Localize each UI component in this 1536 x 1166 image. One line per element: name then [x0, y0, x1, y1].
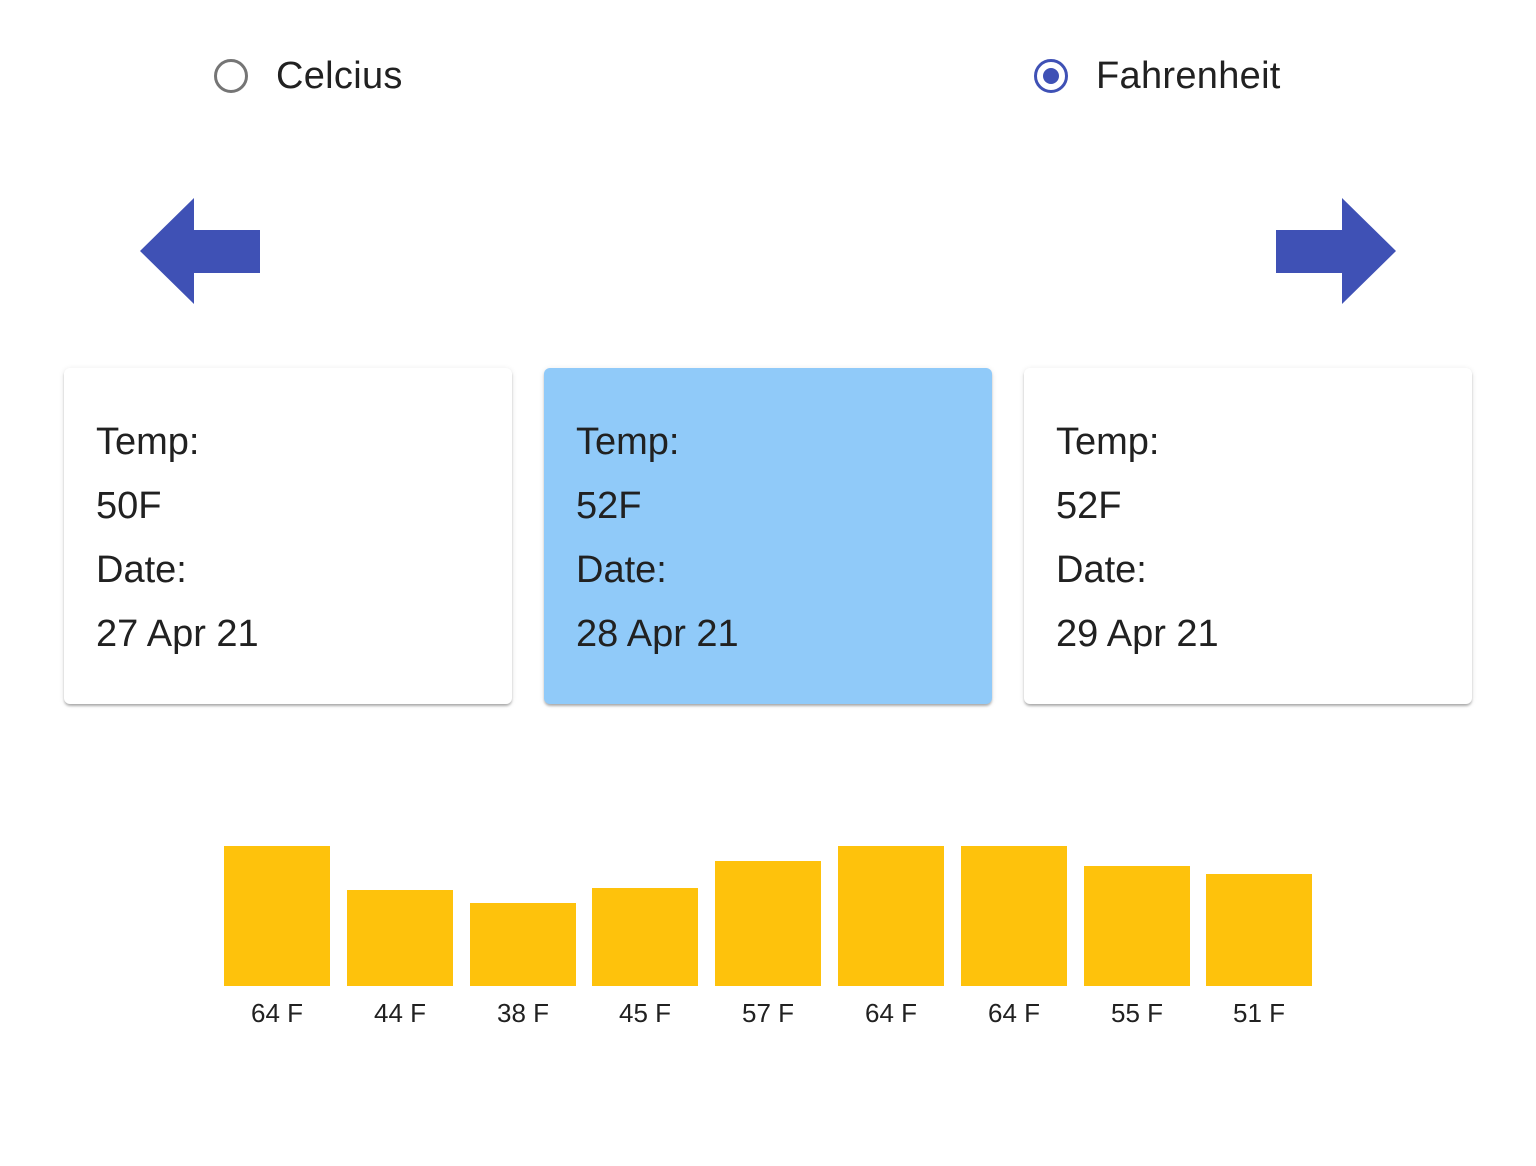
forecast-card-selected[interactable]: Temp: 52F Date: 28 Apr 21 [544, 368, 992, 704]
chart-bar-label: 55 F [1110, 998, 1164, 1028]
chart-bar [470, 903, 576, 986]
celcius-radio[interactable]: Celcius [214, 52, 403, 100]
chart-bar [592, 888, 698, 986]
chart-bar [1206, 874, 1312, 986]
chart-bar [1084, 866, 1190, 986]
chart-bar [838, 846, 944, 986]
temp-value: 52F [576, 485, 642, 527]
arrow-left-icon [140, 198, 260, 304]
chart-bar [715, 861, 821, 986]
date-label: Date: [96, 549, 187, 591]
chart-bar [347, 890, 453, 986]
temp-label: Temp: [96, 421, 200, 463]
temp-label: Temp: [576, 421, 680, 463]
chart-bar-label: 44 F [373, 998, 427, 1028]
forecast-card[interactable]: Temp: 50F Date: 27 Apr 21 [64, 368, 512, 704]
fahrenheit-radio-circle[interactable] [1034, 59, 1068, 93]
chart-bar [961, 846, 1067, 986]
forecast-card[interactable]: Temp: 52F Date: 29 Apr 21 [1024, 368, 1472, 704]
chart-bar-label: 51 F [1232, 998, 1286, 1028]
next-button[interactable] [1275, 198, 1397, 306]
fahrenheit-radio-label: Fahrenheit [1096, 54, 1281, 97]
arrow-right-icon [1276, 198, 1396, 304]
previous-button[interactable] [139, 198, 261, 306]
date-value: 27 Apr 21 [96, 613, 259, 655]
celcius-radio-circle[interactable] [214, 59, 248, 93]
date-label: Date: [1056, 549, 1147, 591]
fahrenheit-radio[interactable]: Fahrenheit [1034, 52, 1281, 100]
chart-bar-label: 64 F [987, 998, 1041, 1028]
celcius-radio-label: Celcius [276, 54, 403, 97]
date-value: 28 Apr 21 [576, 613, 739, 655]
temp-label: Temp: [1056, 421, 1160, 463]
chart-bar-label: 64 F [250, 998, 304, 1028]
date-label: Date: [576, 549, 667, 591]
chart-bar-label: 57 F [741, 998, 795, 1028]
temp-value: 52F [1056, 485, 1122, 527]
chart-bar-label: 64 F [864, 998, 918, 1028]
chart-bar-label: 38 F [496, 998, 550, 1028]
chart-bar-label: 45 F [618, 998, 672, 1028]
date-value: 29 Apr 21 [1056, 613, 1219, 655]
temp-value: 50F [96, 485, 162, 527]
chart-bar [224, 846, 330, 986]
